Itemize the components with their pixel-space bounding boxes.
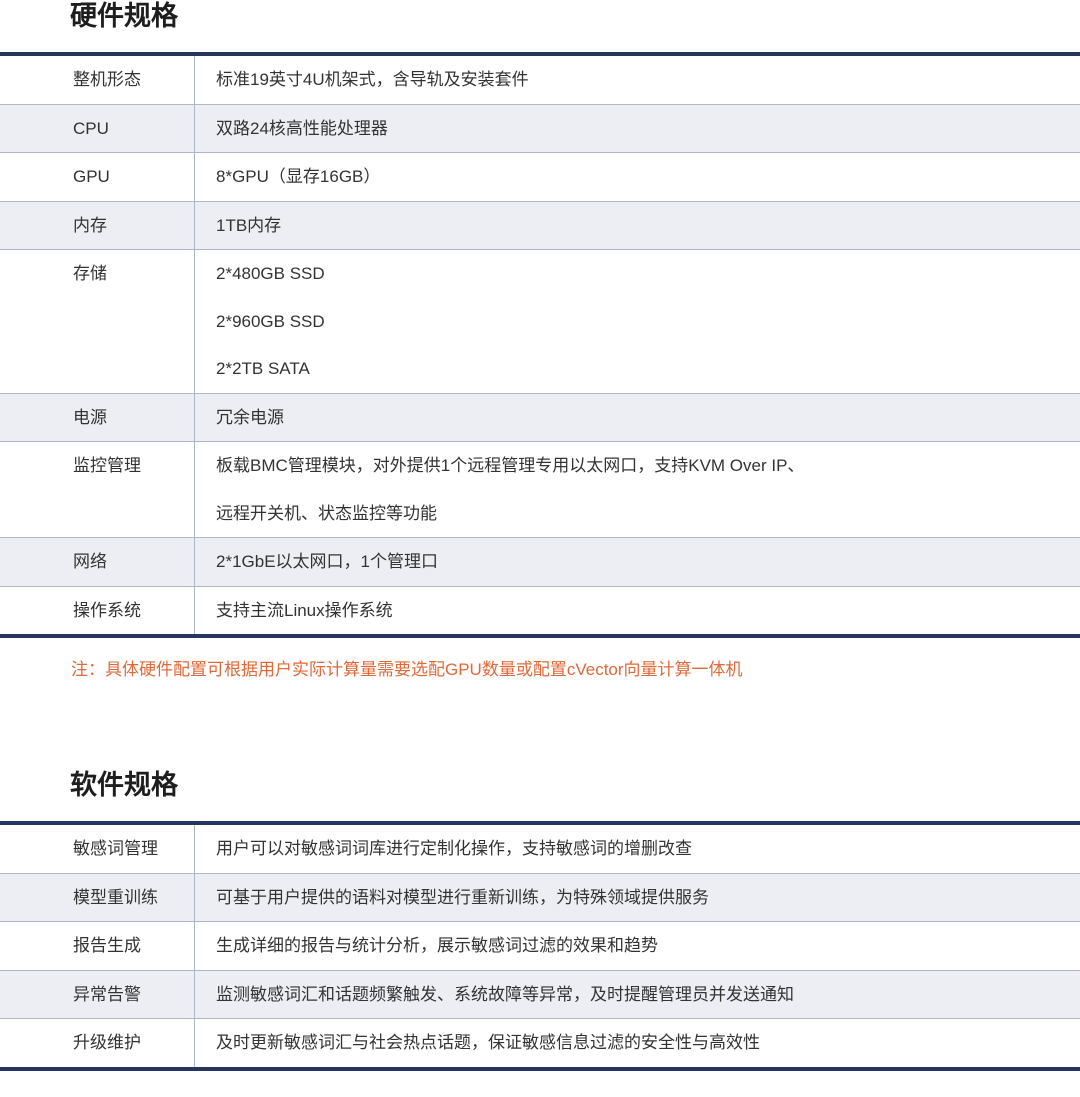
value-line: 标准19英寸4U机架式，含导轨及安装套件 bbox=[216, 70, 529, 89]
table-row: 异常告警 监测敏感词汇和话题频繁触发、系统故障等异常，及时提醒管理员并发送通知 bbox=[0, 969, 1080, 1019]
value-line: 用户可以对敏感词词库进行定制化操作，支持敏感词的增删改查 bbox=[216, 839, 692, 858]
row-value: 支持主流Linux操作系统 bbox=[195, 587, 1080, 635]
row-value: 双路24核高性能处理器 bbox=[195, 105, 1080, 153]
row-label: 操作系统 bbox=[0, 586, 195, 634]
value-line: 2*960GB SSD bbox=[216, 311, 325, 331]
table-row: 存储 2*480GB SSD 2*960GB SSD 2*2TB SATA bbox=[0, 249, 1080, 393]
value-line: 8*GPU（显存16GB） bbox=[216, 167, 381, 186]
row-label: 模型重训练 bbox=[0, 873, 195, 921]
table-row: 网络 2*1GbE以太网口，1个管理口 bbox=[0, 537, 1080, 586]
value-line: 板载BMC管理模块，对外提供1个远程管理专用以太网口，支持KVM Over IP… bbox=[216, 456, 805, 475]
row-label: 报告生成 bbox=[0, 922, 195, 970]
value-line: 可基于用户提供的语料对模型进行重新训练，为特殊领域提供服务 bbox=[216, 887, 709, 907]
table-row: 模型重训练 可基于用户提供的语料对模型进行重新训练，为特殊领域提供服务 bbox=[0, 872, 1080, 922]
hardware-note: 注：具体硬件配置可根据用户实际计算量需要选配GPU数量或配置cVector向量计… bbox=[71, 660, 743, 679]
row-label: 升级维护 bbox=[0, 1019, 195, 1067]
software-spec-table: 敏感词管理 用户可以对敏感词词库进行定制化操作，支持敏感词的增删改查模型重训练 可基… bbox=[0, 821, 1080, 1071]
value-line: 监测敏感词汇和话题频繁触发、系统故障等异常，及时提醒管理员并发送通知 bbox=[216, 984, 794, 1004]
row-value: 冗余电源 bbox=[195, 394, 1080, 442]
row-value: 监测敏感词汇和话题频繁触发、系统故障等异常，及时提醒管理员并发送通知 bbox=[195, 971, 1080, 1019]
table-row: GPU 8*GPU（显存16GB） bbox=[0, 152, 1080, 201]
table-row: 升级维护 及时更新敏感词汇与社会热点话题，保证敏感信息过滤的安全性与高效性 bbox=[0, 1018, 1080, 1067]
table-row: 监控管理 板载BMC管理模块，对外提供1个远程管理专用以太网口，支持KVM Ove… bbox=[0, 441, 1080, 537]
row-value: 用户可以对敏感词词库进行定制化操作，支持敏感词的增删改查 bbox=[195, 825, 1080, 873]
value-line: 双路24核高性能处理器 bbox=[216, 118, 388, 138]
row-value: 2*1GbE以太网口，1个管理口 bbox=[195, 538, 1080, 586]
value-line: 2*2TB SATA bbox=[216, 359, 310, 378]
row-label: CPU bbox=[0, 104, 195, 152]
value-line: 及时更新敏感词汇与社会热点话题，保证敏感信息过滤的安全性与高效性 bbox=[216, 1033, 760, 1052]
table-row: 操作系统 支持主流Linux操作系统 bbox=[0, 585, 1080, 635]
row-label: 内存 bbox=[0, 201, 195, 249]
table-row: 整机形态 标准19英寸4U机架式，含导轨及安装套件 bbox=[0, 56, 1080, 104]
row-value: 标准19英寸4U机架式，含导轨及安装套件 bbox=[195, 56, 1080, 104]
row-value: 生成详细的报告与统计分析，展示敏感词过滤的效果和趋势 bbox=[195, 922, 1080, 970]
hardware-title: 硬件规格 bbox=[70, 1, 178, 31]
row-value: 可基于用户提供的语料对模型进行重新训练，为特殊领域提供服务 bbox=[195, 874, 1080, 922]
row-value: 2*480GB SSD 2*960GB SSD 2*2TB SATA bbox=[195, 250, 1080, 393]
table-row: 报告生成 生成详细的报告与统计分析，展示敏感词过滤的效果和趋势 bbox=[0, 921, 1080, 970]
row-value: 及时更新敏感词汇与社会热点话题，保证敏感信息过滤的安全性与高效性 bbox=[195, 1019, 1080, 1067]
value-line: 2*1GbE以太网口，1个管理口 bbox=[216, 552, 438, 571]
row-label: 异常告警 bbox=[0, 970, 195, 1018]
row-label: 整机形态 bbox=[0, 56, 195, 104]
hardware-spec-table: 整机形态 标准19英寸4U机架式，含导轨及安装套件 CPU 双路24核高性能处理器 GP… bbox=[0, 52, 1080, 638]
value-line: 支持主流Linux操作系统 bbox=[216, 600, 393, 620]
row-label: 存储 bbox=[0, 250, 195, 393]
row-label: 电源 bbox=[0, 393, 195, 441]
table-row: CPU 双路24核高性能处理器 bbox=[0, 103, 1080, 153]
row-value: 板载BMC管理模块，对外提供1个远程管理专用以太网口，支持KVM Over IP… bbox=[195, 442, 1080, 537]
table-row: 电源 冗余电源 bbox=[0, 392, 1080, 442]
value-line: 生成详细的报告与统计分析，展示敏感词过滤的效果和趋势 bbox=[216, 936, 658, 955]
table-row: 敏感词管理 用户可以对敏感词词库进行定制化操作，支持敏感词的增删改查 bbox=[0, 825, 1080, 873]
value-line: 2*480GB SSD bbox=[216, 264, 325, 283]
row-label: GPU bbox=[0, 153, 195, 201]
row-label: 网络 bbox=[0, 538, 195, 586]
row-value: 1TB内存 bbox=[195, 202, 1080, 250]
value-line: 冗余电源 bbox=[216, 407, 284, 427]
value-line: 1TB内存 bbox=[216, 215, 282, 235]
row-label: 敏感词管理 bbox=[0, 825, 195, 873]
row-value: 8*GPU（显存16GB） bbox=[195, 153, 1080, 201]
software-title: 软件规格 bbox=[70, 770, 178, 800]
table-row: 内存 1TB内存 bbox=[0, 200, 1080, 250]
row-label: 监控管理 bbox=[0, 442, 195, 537]
value-line: 远程开关机、状态监控等功能 bbox=[216, 503, 437, 523]
